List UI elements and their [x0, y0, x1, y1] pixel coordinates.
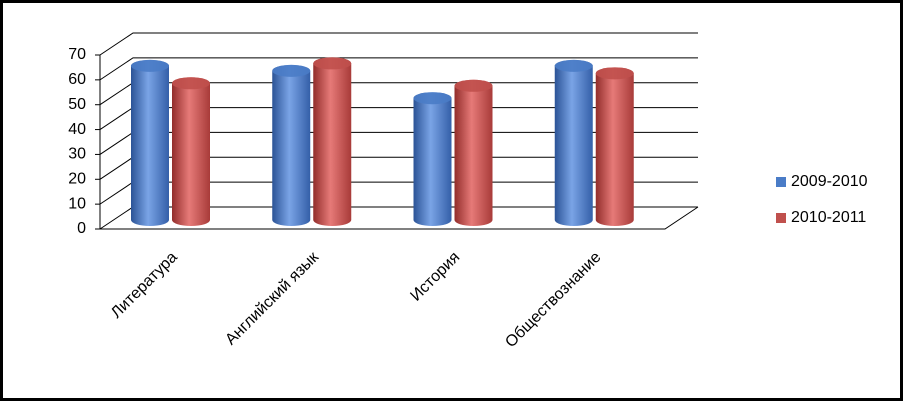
bar — [413, 92, 452, 226]
bar — [554, 59, 593, 226]
legend-swatch — [776, 177, 786, 187]
bar — [595, 67, 634, 226]
legend-label: 2009-2010 — [791, 173, 868, 190]
bar-top — [131, 59, 169, 72]
bar-top — [413, 92, 452, 105]
bar — [313, 57, 352, 226]
bar-top — [313, 57, 352, 70]
grid-line — [99, 32, 698, 56]
y-tick-label: 20 — [68, 171, 86, 188]
legend-label: 2010-2011 — [791, 209, 866, 226]
y-tick-label: 30 — [68, 146, 86, 163]
bar — [172, 77, 210, 226]
y-tick-label: 40 — [68, 121, 86, 138]
bar-top — [272, 64, 311, 77]
bar-top — [595, 67, 634, 80]
bar — [131, 59, 169, 226]
y-tick-label: 10 — [68, 195, 86, 212]
y-tick-label: 60 — [68, 71, 86, 88]
bar-top — [172, 77, 210, 90]
bar-top — [554, 59, 593, 72]
y-tick-label: 50 — [68, 96, 86, 113]
legend-swatch — [776, 213, 786, 223]
bar — [272, 64, 311, 226]
floor-edge — [100, 206, 699, 230]
bar-top — [454, 79, 493, 92]
bar — [454, 79, 493, 227]
grid-line — [99, 57, 698, 81]
y-tick-label: 70 — [68, 46, 86, 63]
y-tick-label: 0 — [77, 220, 86, 237]
